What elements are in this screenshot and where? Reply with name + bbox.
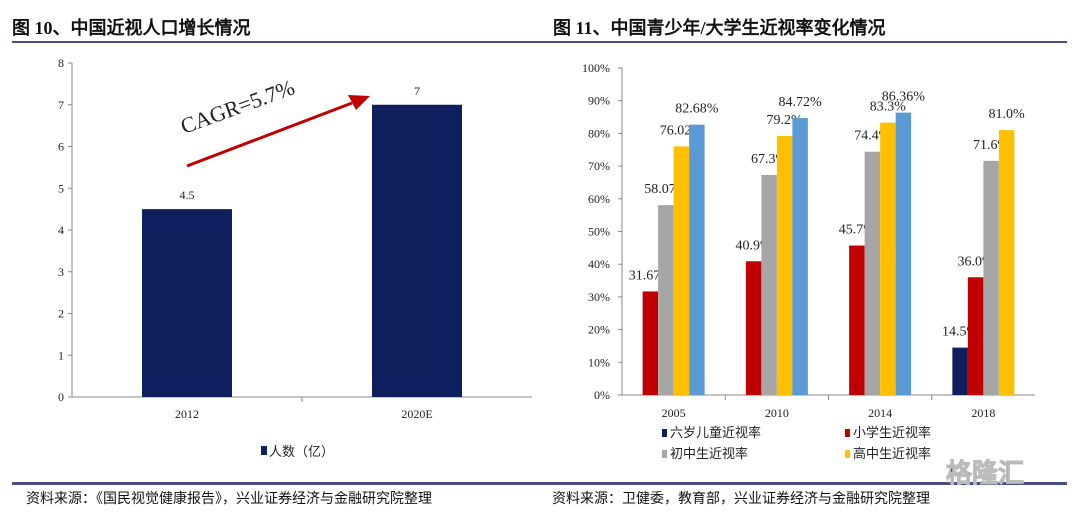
y-tick-label: 2 — [58, 307, 64, 321]
source-divider — [12, 482, 1067, 485]
x-tick-label: 2014 — [868, 406, 892, 420]
bar-2005 — [689, 124, 705, 395]
bar-2020E — [372, 104, 462, 397]
y-tick-label: 0 — [58, 390, 64, 404]
y-tick-label: 10% — [588, 355, 610, 369]
legend-label: 人数（亿） — [269, 444, 334, 459]
data-label: 81.0% — [989, 107, 1026, 122]
bar-2018 — [967, 277, 984, 395]
y-tick-label: 8 — [58, 56, 64, 70]
bar-2018 — [998, 130, 1015, 395]
data-label: 7 — [414, 84, 420, 98]
y-tick-label: 100% — [582, 61, 610, 75]
bar-2010 — [745, 261, 762, 395]
bar-2010 — [792, 117, 808, 395]
legend-label: 六岁儿童近视率 — [670, 425, 761, 440]
y-tick-label: 70% — [588, 159, 610, 173]
bar-2005 — [673, 146, 690, 395]
y-tick-label: 80% — [588, 126, 610, 140]
cagr-arrow — [186, 101, 353, 168]
data-label: 86.36% — [882, 90, 926, 105]
source-left: 资料来源：《国民视觉健康报告》，兴业证券经济与金融研究院整理 — [26, 492, 432, 507]
x-tick-label: 2010 — [765, 406, 789, 420]
legend-label: 小学生近视率 — [853, 425, 931, 440]
bar-2014 — [864, 151, 881, 395]
x-tick-label: 2020E — [401, 407, 432, 421]
bar-2010 — [761, 174, 777, 395]
legend-swatch — [845, 450, 850, 458]
bar-2018 — [952, 347, 968, 395]
y-tick-label: 3 — [58, 265, 64, 279]
y-tick-label: 7 — [58, 98, 64, 112]
y-tick-label: 6 — [58, 140, 64, 154]
bar-2010 — [776, 136, 793, 396]
legend-label: 初中生近视率 — [670, 446, 748, 461]
data-label: 83.3% — [870, 100, 907, 115]
y-tick-label: 60% — [588, 192, 610, 206]
chart-title-left: 图 10、中国近视人口增长情况 — [12, 18, 251, 38]
legend-swatch — [662, 429, 667, 437]
data-label: 82.68% — [675, 102, 719, 117]
y-tick-label: 20% — [588, 323, 610, 337]
chart-title-right: 图 11、中国青少年/大学生近视率变化情况 — [553, 18, 886, 38]
title-divider — [12, 41, 1067, 43]
bar-2012 — [142, 209, 232, 397]
bar-2005 — [658, 205, 674, 395]
y-tick-label: 1 — [58, 348, 64, 362]
cagr-arrowhead — [348, 95, 370, 110]
y-tick-label: 5 — [58, 181, 64, 195]
watermark: 格隆汇 — [946, 458, 1024, 488]
y-tick-label: 30% — [588, 290, 610, 304]
y-tick-label: 4 — [58, 223, 64, 237]
legend-swatch — [261, 446, 267, 455]
bar-2005 — [642, 291, 659, 395]
x-tick-label: 2018 — [971, 406, 995, 420]
bar-2014 — [880, 122, 896, 395]
data-label: 4.5 — [180, 188, 195, 202]
bar-2018 — [983, 160, 999, 395]
data-label: 84.72% — [779, 95, 823, 110]
legend-swatch — [845, 429, 850, 437]
x-tick-label: 2005 — [662, 406, 686, 420]
y-tick-label: 40% — [588, 257, 610, 271]
x-tick-label: 2012 — [175, 407, 199, 421]
source-right: 资料来源：卫健委，教育部，兴业证券经济与金融研究院整理 — [552, 492, 930, 507]
legend-label: 高中生近视率 — [853, 446, 931, 461]
y-tick-label: 50% — [588, 225, 610, 239]
y-tick-label: 90% — [588, 94, 610, 108]
y-tick-label: 0% — [594, 388, 610, 402]
bar-2014 — [895, 112, 912, 396]
bar-2014 — [849, 245, 865, 395]
legend-swatch — [662, 450, 667, 458]
